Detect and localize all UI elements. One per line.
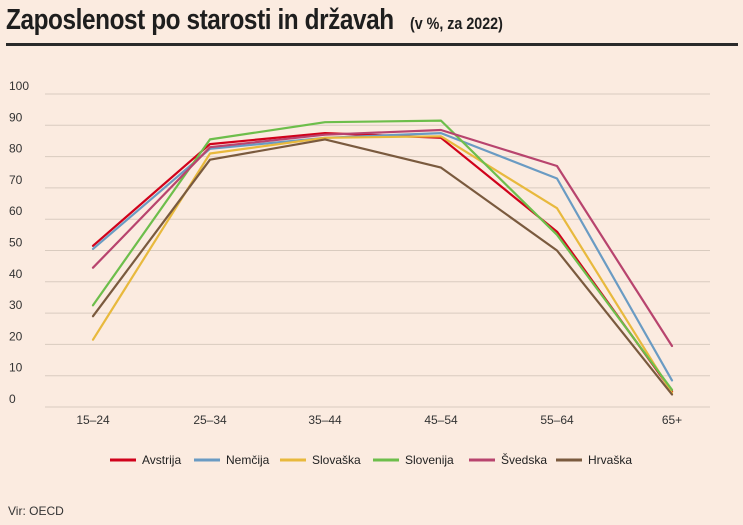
- title-rule: [6, 43, 738, 46]
- y-tick-label: 60: [9, 204, 23, 218]
- legend-label: Slovenija: [405, 453, 454, 467]
- x-tick-label: 55–64: [540, 413, 574, 427]
- legend-label: Slovaška: [312, 453, 361, 467]
- series-line: [91, 128, 674, 348]
- x-tick-label: 25–34: [193, 413, 227, 427]
- legend-label: Nemčija: [226, 453, 270, 467]
- y-tick-label: 10: [9, 361, 23, 375]
- y-tick-label: 80: [9, 142, 23, 156]
- source-note: Vir: OECD: [8, 504, 64, 518]
- y-tick-label: 30: [9, 298, 23, 312]
- y-tick-label: 90: [9, 110, 23, 124]
- y-tick-label: 40: [9, 267, 23, 281]
- y-axis-ticks: 0 10 20 30 40 50 60 70 80 90 100: [9, 79, 29, 406]
- y-tick-label: 50: [9, 236, 23, 250]
- y-tick-label: 70: [9, 173, 23, 187]
- chart-title: Zaposlenost po starosti in državah: [6, 4, 394, 36]
- series-line: [91, 132, 674, 393]
- line-chart: 0 10 20 30 40 50 60 70 80 90 100 15–24 25–34 35–44 45…: [9, 79, 710, 467]
- legend-label: Hrvaška: [588, 453, 632, 467]
- chart-subtitle: (v %, za 2022): [409, 14, 503, 33]
- x-tick-label: 45–54: [424, 413, 458, 427]
- x-tick-label: 15–24: [76, 413, 110, 427]
- title-block: Zaposlenost po starosti in državah (v %, …: [6, 4, 735, 44]
- series-lines: [91, 119, 674, 396]
- gridlines: [45, 93, 710, 408]
- y-tick-label: 100: [9, 79, 29, 93]
- y-tick-label: 0: [9, 392, 16, 406]
- x-tick-label: 35–44: [308, 413, 342, 427]
- series-line: [91, 138, 674, 396]
- y-tick-label: 20: [9, 329, 23, 343]
- legend-label: Avstrija: [142, 453, 181, 467]
- legend-label: Švedska: [501, 452, 547, 467]
- x-axis-ticks: 15–24 25–34 35–44 45–54 55–64 65+: [76, 413, 682, 427]
- legend: Avstrija Nemčija Slovaška Slovenija Švedska H…: [110, 452, 632, 467]
- x-tick-label: 65+: [662, 413, 682, 427]
